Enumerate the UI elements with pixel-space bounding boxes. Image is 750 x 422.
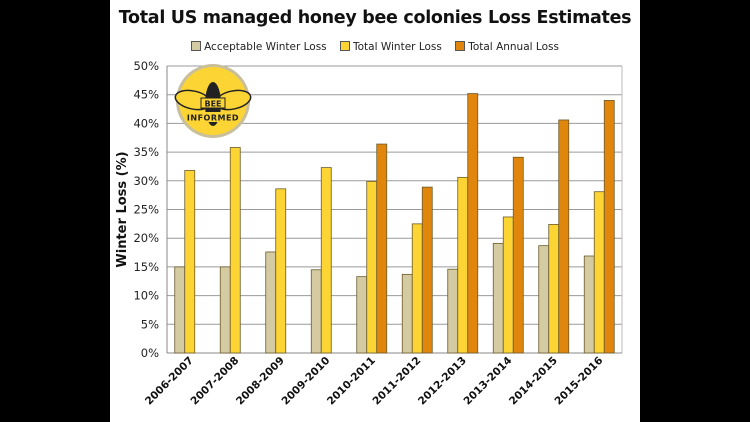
y-tick-label: 15% bbox=[133, 260, 159, 274]
y-tick-label: 0% bbox=[141, 346, 159, 360]
bar-acceptable-winter-loss bbox=[219, 266, 231, 354]
legend-item-acceptable: Acceptable Winter Loss bbox=[191, 41, 327, 53]
x-tick-label: 2015-2016 bbox=[552, 355, 605, 408]
bar-acceptable-winter-loss bbox=[401, 273, 413, 354]
legend-item-total-annual: Total Annual Loss bbox=[455, 41, 559, 53]
bar-total-winter-loss bbox=[275, 188, 287, 354]
y-tick-label: 5% bbox=[141, 317, 159, 331]
y-tick-label: 45% bbox=[133, 88, 159, 102]
chart-title: Total US managed honey bee colonies Loss… bbox=[118, 8, 632, 28]
logo-text-bottom: INFORMED bbox=[187, 114, 239, 123]
bar-acceptable-winter-loss bbox=[447, 268, 459, 354]
y-tick-label: 20% bbox=[133, 231, 159, 245]
legend-label: Acceptable Winter Loss bbox=[204, 41, 327, 53]
bar-total-annual-loss bbox=[421, 186, 433, 354]
bar-total-winter-loss bbox=[320, 167, 332, 354]
legend-label: Total Annual Loss bbox=[468, 41, 559, 53]
y-tick-label: 25% bbox=[133, 203, 159, 217]
bar-total-winter-loss bbox=[366, 180, 378, 354]
y-axis-label: Winter Loss (%) bbox=[115, 151, 130, 267]
bar-total-annual-loss bbox=[558, 119, 570, 354]
bar-acceptable-winter-loss bbox=[356, 276, 368, 354]
bar-total-winter-loss bbox=[229, 147, 241, 354]
bar-acceptable-winter-loss bbox=[310, 269, 322, 354]
bar-total-winter-loss bbox=[548, 224, 560, 354]
legend-label: Total Winter Loss bbox=[353, 41, 442, 53]
bar-total-winter-loss bbox=[593, 191, 605, 354]
y-tick-label: 35% bbox=[133, 145, 159, 159]
bar-total-annual-loss bbox=[467, 93, 479, 354]
logo-band bbox=[200, 97, 226, 109]
y-tick-label: 40% bbox=[133, 116, 159, 130]
bar-total-annual-loss bbox=[376, 143, 388, 354]
legend-swatch bbox=[191, 41, 202, 51]
bar-total-annual-loss bbox=[512, 156, 524, 354]
y-tick-label: 30% bbox=[133, 174, 159, 188]
bar-acceptable-winter-loss bbox=[583, 255, 595, 354]
bar-total-winter-loss bbox=[411, 223, 423, 354]
legend-swatch bbox=[340, 41, 350, 51]
logo-text-top: BEE bbox=[204, 100, 221, 109]
legend-swatch bbox=[455, 41, 466, 51]
bar-acceptable-winter-loss bbox=[492, 242, 504, 354]
bar-acceptable-winter-loss bbox=[538, 245, 550, 354]
y-tick-label: 50% bbox=[133, 59, 159, 73]
bee-informed-logo: BEE INFORMED bbox=[174, 64, 252, 138]
legend-item-total-winter: Total Winter Loss bbox=[340, 41, 442, 53]
legend: Acceptable Winter Loss Total Winter Loss… bbox=[110, 41, 640, 53]
bar-total-annual-loss bbox=[603, 100, 615, 354]
y-tick-label: 10% bbox=[133, 289, 159, 303]
bar-total-winter-loss bbox=[457, 176, 469, 354]
bar-acceptable-winter-loss bbox=[265, 251, 277, 354]
bar-total-winter-loss bbox=[502, 216, 514, 354]
bar-total-winter-loss bbox=[184, 170, 196, 354]
bar-acceptable-winter-loss bbox=[174, 266, 186, 354]
logo-band-bottom bbox=[186, 112, 240, 122]
